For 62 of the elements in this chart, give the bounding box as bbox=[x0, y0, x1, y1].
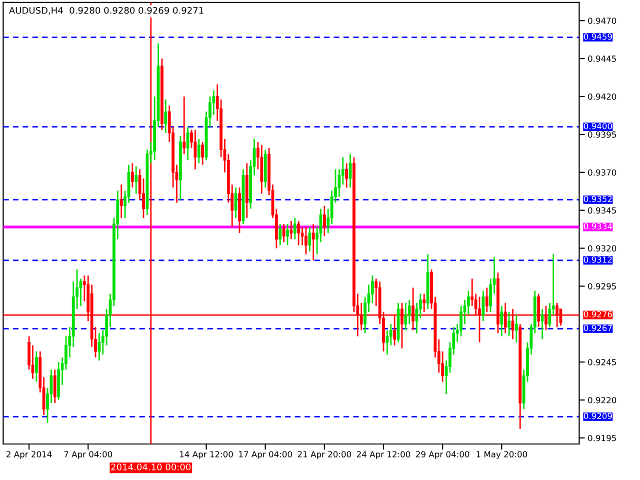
candlestick bbox=[130, 162, 134, 188]
candlestick bbox=[345, 162, 348, 188]
x-tick-label: 14 Apr 12:00 bbox=[180, 451, 233, 460]
ref-line-label: 0.9276 bbox=[584, 311, 612, 318]
candlestick bbox=[485, 287, 488, 313]
candlestick bbox=[197, 138, 200, 164]
candlestick bbox=[98, 332, 101, 362]
y-tick-label: 0.9245 bbox=[588, 359, 616, 366]
y-tick-label: 0.9395 bbox=[588, 131, 616, 138]
candlestick bbox=[500, 305, 504, 337]
candlestick bbox=[508, 311, 511, 337]
candlestick bbox=[308, 226, 312, 252]
x-tick-label: 2014.04.10 00:00 bbox=[111, 464, 191, 470]
candlestick bbox=[404, 302, 408, 331]
candlestick bbox=[53, 368, 56, 404]
x-tick-label: 7 Apr 04:00 bbox=[64, 451, 112, 460]
candlestick bbox=[234, 186, 238, 219]
ref-line-label: 0.9209 bbox=[584, 412, 612, 420]
y-tick-label: 0.9445 bbox=[588, 56, 616, 62]
candlestick bbox=[514, 314, 518, 344]
x-tick-label: 1 May 20:00 bbox=[476, 451, 528, 460]
candlestick bbox=[278, 223, 282, 246]
y-tick-label: 0.9220 bbox=[588, 396, 616, 404]
y-tick-label: 0.9470 bbox=[588, 18, 616, 24]
ref-line-label: 0.9400 bbox=[584, 122, 612, 130]
candlestick bbox=[120, 184, 123, 219]
candlestick bbox=[164, 98, 168, 134]
ref-line-label: 0.9459 bbox=[584, 33, 612, 40]
x-tick-label: 2 Apr 2014 bbox=[6, 451, 52, 460]
candlestick bbox=[194, 129, 197, 170]
candlestick bbox=[31, 344, 34, 380]
candlestick bbox=[34, 350, 38, 382]
candlestick bbox=[290, 220, 293, 240]
ref-line-label: 0.9267 bbox=[584, 324, 612, 332]
chart-title: AUDUSD,H4 0.9280 0.9280 0.9269 0.9271 bbox=[9, 6, 204, 15]
y-tick-label: 0.9370 bbox=[588, 169, 616, 176]
y-tick-label: 0.9295 bbox=[588, 283, 616, 290]
candlestick bbox=[540, 308, 544, 340]
candlestick bbox=[312, 223, 315, 262]
y-tick-label: 0.9320 bbox=[588, 245, 616, 252]
candlestick bbox=[282, 223, 286, 243]
x-tick-label: 21 Apr 20:00 bbox=[298, 451, 352, 460]
x-tick-label: 17 Apr 04:00 bbox=[239, 451, 292, 460]
candlestick bbox=[186, 126, 190, 161]
x-tick-label: 29 Apr 04:00 bbox=[416, 451, 470, 460]
candlestick bbox=[422, 293, 426, 313]
candlestick bbox=[304, 226, 308, 256]
candlestick bbox=[482, 290, 485, 322]
y-tick-label: 0.9345 bbox=[588, 207, 616, 214]
ref-line-label: 0.9334 bbox=[584, 223, 612, 230]
candlestick bbox=[297, 220, 300, 246]
ref-line-label: 0.9352 bbox=[584, 196, 612, 202]
y-tick-label: 0.9420 bbox=[588, 93, 616, 100]
candlestick bbox=[182, 96, 186, 155]
candlestick bbox=[201, 141, 204, 166]
candlestick bbox=[293, 217, 296, 240]
candlestick bbox=[286, 223, 289, 246]
ref-line-label: 0.9312 bbox=[584, 256, 612, 263]
x-tick-label: 24 Apr 12:00 bbox=[356, 451, 410, 460]
candlestick bbox=[134, 166, 138, 194]
y-tick-label: 0.9195 bbox=[588, 434, 616, 442]
candlestick bbox=[322, 205, 326, 237]
